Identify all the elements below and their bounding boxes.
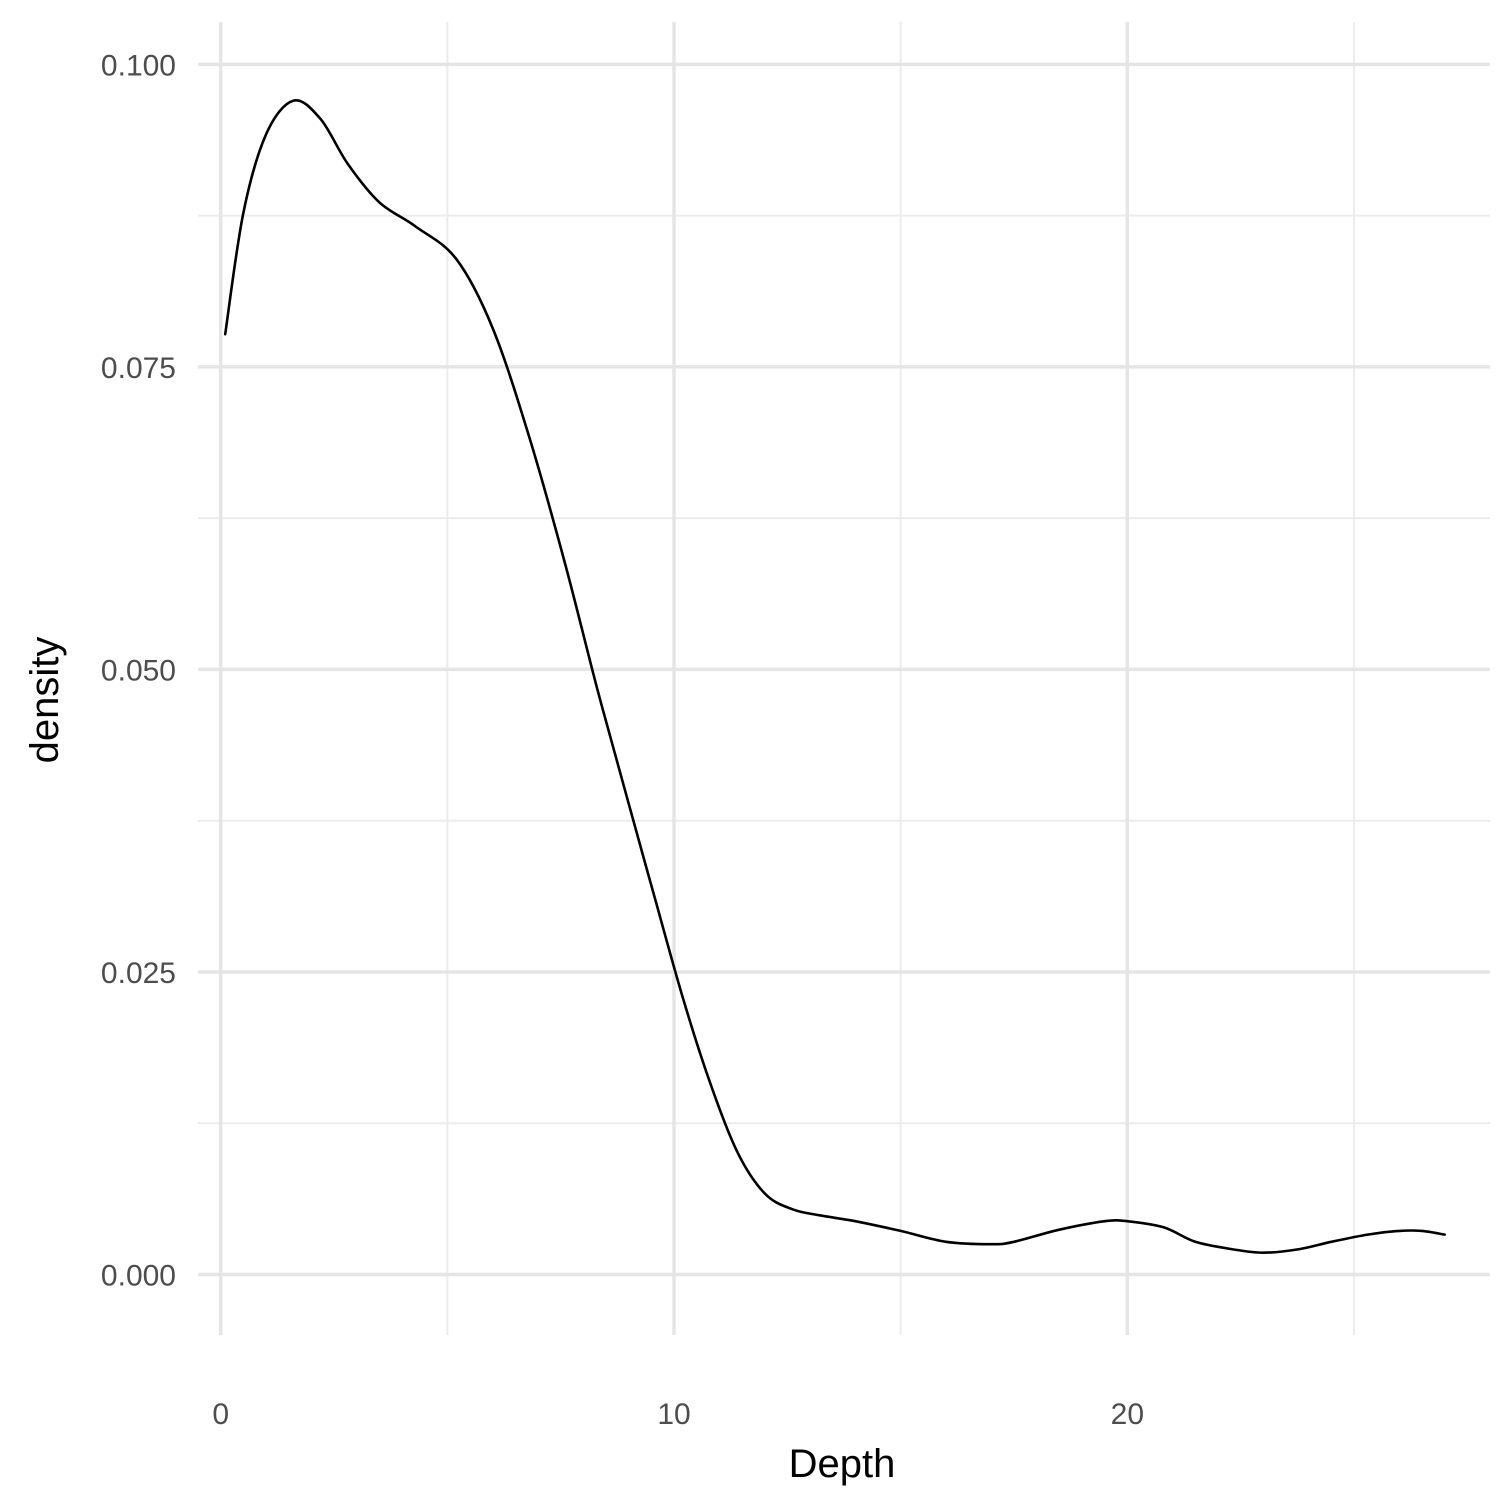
y-tick-label: 0.000 (101, 1259, 176, 1292)
x-tick-label: 0 (212, 1398, 229, 1431)
y-tick-label: 0.075 (101, 352, 176, 385)
x-axis-title: Depth (789, 1442, 896, 1486)
y-tick-label: 0.100 (101, 49, 176, 82)
y-tick-label: 0.050 (101, 654, 176, 687)
y-axis-title: density (23, 637, 67, 764)
x-tick-label: 20 (1111, 1398, 1144, 1431)
tick-label-layer: 0 10 20 0.000 0.025 0.050 0.075 0.100 (101, 49, 1144, 1431)
curve-layer (223, 98, 1446, 1254)
grid-layer (198, 22, 1490, 1335)
x-tick-label: 10 (657, 1398, 690, 1431)
density-curve (223, 98, 1446, 1254)
y-tick-label: 0.025 (101, 957, 176, 990)
